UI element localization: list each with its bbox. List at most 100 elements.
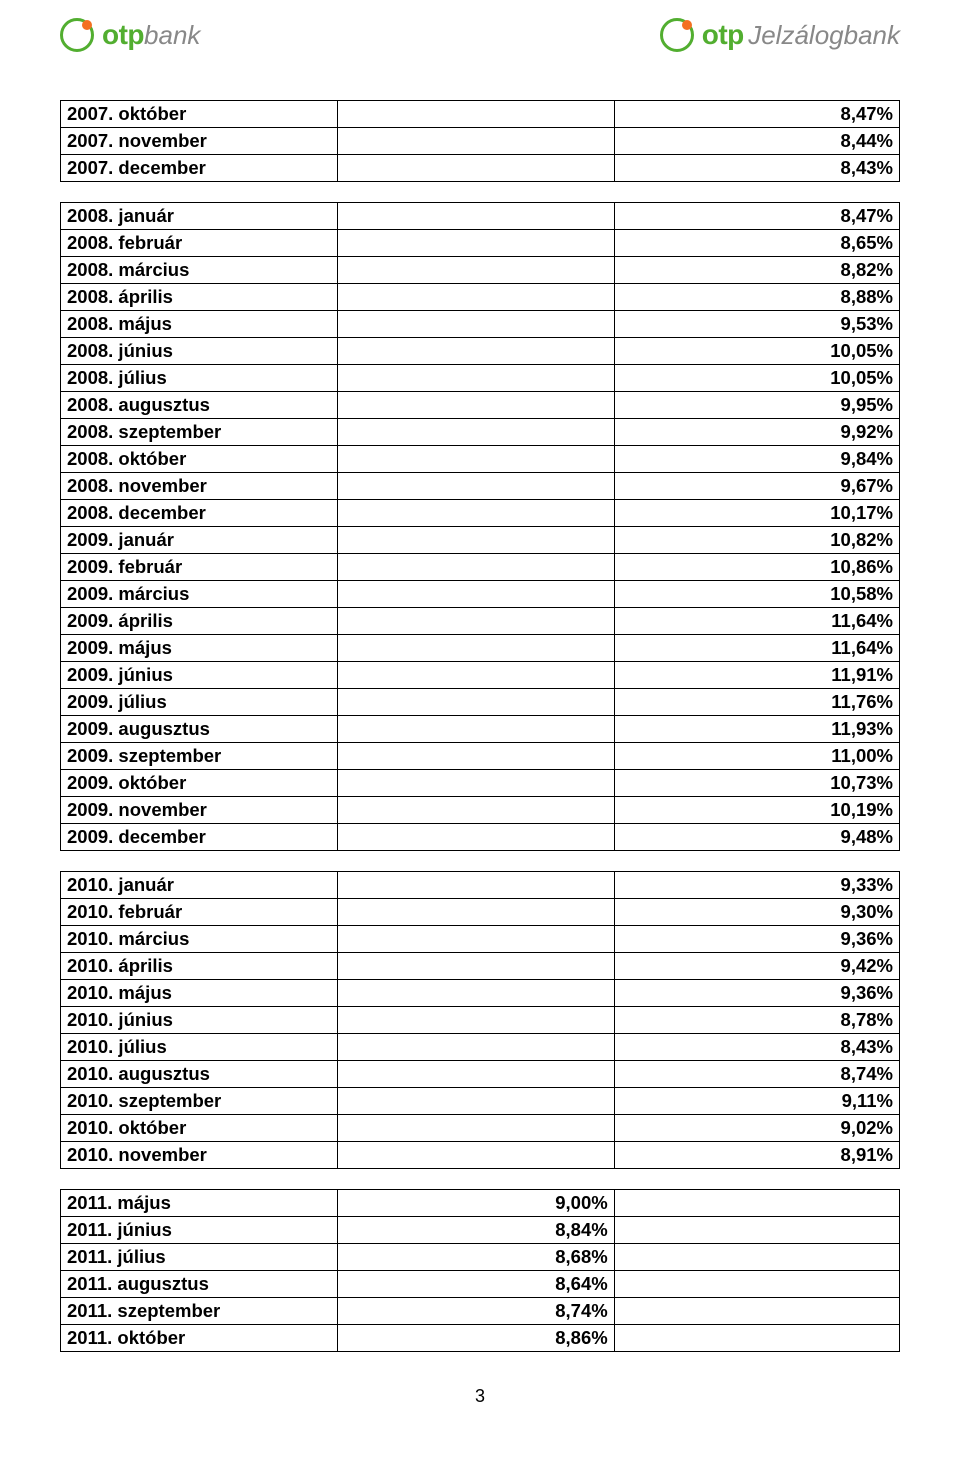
table-row: 2009. november 10,19% [61,797,900,824]
mid-value [337,203,614,230]
period-label: 2008. augusztus [61,392,338,419]
period-label: 2009. szeptember [61,743,338,770]
table-row: 2008. július10,05% [61,365,900,392]
rate-value: 9,36% [614,980,899,1007]
period-label: 2010. május [61,980,338,1007]
mid-value [337,926,614,953]
rate-table: 2007. október8,47%2007. november8,44%200… [60,100,900,182]
mid-value [337,743,614,770]
mid-value: 8,74% [337,1298,614,1325]
rate-value: 10,05% [614,365,899,392]
document-page: otpbank otp Jelzálogbank 2007. október 8,… [0,0,960,1447]
rate-value: 11,91% [614,662,899,689]
period-label: 2009. november [61,797,338,824]
rate-value: 8,78% [614,1007,899,1034]
period-label: 2008. január [61,203,338,230]
table-row: 2011. június8,84% [61,1217,900,1244]
table-row: 2009. május11,64% [61,635,900,662]
period-label: 2010. augusztus [61,1061,338,1088]
mid-value [337,527,614,554]
table-row: 2011. október8,86% [61,1325,900,1352]
period-label: 2008. december [61,500,338,527]
period-label: 2009. június [61,662,338,689]
mid-value [337,419,614,446]
period-label: 2009. október [61,770,338,797]
mid-value [337,824,614,851]
rate-value [614,1271,899,1298]
rate-value [614,1325,899,1352]
period-label: 2007. november [61,128,338,155]
table-row: 2010. augusztus 8,74% [61,1061,900,1088]
mid-value [337,662,614,689]
rate-value: 10,19% [614,797,899,824]
table-row: 2010. január9,33% [61,872,900,899]
period-label: 2009. március [61,581,338,608]
mid-value [337,797,614,824]
mid-value [337,284,614,311]
table-row: 2008. március8,82% [61,257,900,284]
table-row: 2010. március9,36% [61,926,900,953]
rate-value: 9,48% [614,824,899,851]
logo-otpbank: otpbank [60,18,200,52]
logo-right-brand: otp [702,19,744,50]
rate-value: 10,73% [614,770,899,797]
period-label: 2010. június [61,1007,338,1034]
rate-value: 11,00% [614,743,899,770]
mid-value: 9,00% [337,1190,614,1217]
rate-value: 9,11% [614,1088,899,1115]
rate-value [614,1190,899,1217]
mid-value [337,899,614,926]
period-label: 2007. október [61,101,338,128]
rate-value: 9,42% [614,953,899,980]
mid-value [337,980,614,1007]
table-row: 2007. december8,43% [61,155,900,182]
rate-value: 10,58% [614,581,899,608]
period-label: 2011. május [61,1190,338,1217]
period-label: 2008. szeptember [61,419,338,446]
table-row: 2008. október 9,84% [61,446,900,473]
table-row: 2009. augusztus11,93% [61,716,900,743]
mid-value [337,1142,614,1169]
mid-value [337,872,614,899]
table-row: 2011. augusztus8,64% [61,1271,900,1298]
period-label: 2008. április [61,284,338,311]
period-label: 2011. szeptember [61,1298,338,1325]
period-label: 2010. szeptember [61,1088,338,1115]
rate-value: 8,43% [614,155,899,182]
table-row: 2010. április9,42% [61,953,900,980]
period-label: 2008. február [61,230,338,257]
table-row: 2009. október 10,73% [61,770,900,797]
rate-value: 9,92% [614,419,899,446]
period-label: 2008. május [61,311,338,338]
table-row: 2008. augusztus9,95% [61,392,900,419]
period-label: 2010. március [61,926,338,953]
mid-value [337,257,614,284]
mid-value [337,101,614,128]
rate-value: 9,33% [614,872,899,899]
mid-value [337,473,614,500]
mid-value [337,1061,614,1088]
rate-table: 2010. január9,33%2010. február9,30%2010.… [60,871,900,1169]
mid-value [337,392,614,419]
mid-value [337,230,614,257]
page-number: 3 [60,1386,900,1407]
table-row: 2009. február10,86% [61,554,900,581]
table-row: 2010. október9,02% [61,1115,900,1142]
mid-value [337,365,614,392]
rate-value: 8,74% [614,1061,899,1088]
table-row: 2008. szeptember 9,92% [61,419,900,446]
period-label: 2009. április [61,608,338,635]
table-row: 2007. november 8,44% [61,128,900,155]
period-label: 2008. október [61,446,338,473]
period-label: 2011. június [61,1217,338,1244]
rate-value: 9,53% [614,311,899,338]
logo-right-suffix: Jelzálogbank [748,20,900,50]
mid-value [337,155,614,182]
table-row: 2011. szeptember8,74% [61,1298,900,1325]
mid-value: 8,68% [337,1244,614,1271]
table-row: 2010. szeptember 9,11% [61,1088,900,1115]
table-row: 2008. február8,65% [61,230,900,257]
rate-value: 9,84% [614,446,899,473]
mid-value [337,716,614,743]
rate-value: 8,44% [614,128,899,155]
